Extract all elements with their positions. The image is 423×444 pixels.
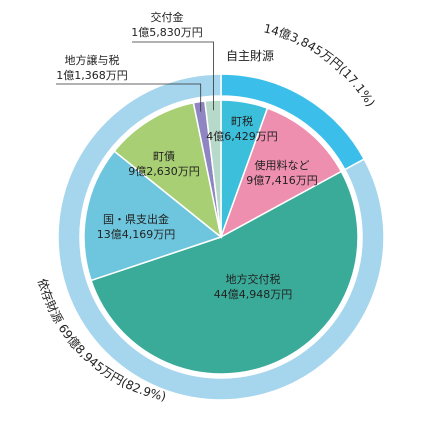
slice-name: 町債	[153, 149, 175, 163]
ring-dependent-revenue	[57, 73, 385, 401]
slice-value: 9億7,416万円	[246, 174, 318, 187]
slice-value: 1億1,368万円	[56, 69, 128, 82]
own-revenue-percent: (17.1%)	[336, 63, 377, 109]
leader-grants	[132, 41, 214, 111]
outer-ring	[57, 73, 385, 401]
slice-name: 町税	[231, 114, 253, 128]
slice-name: 地方交付税	[226, 272, 281, 286]
slice-value: 9億2,630万円	[128, 165, 200, 178]
slice-label-town-tax: 町税 4億6,429万円	[206, 114, 278, 143]
slice-usage-fees	[219, 107, 343, 239]
own-revenue-name: 自主財源	[226, 48, 274, 63]
slice-grants	[204, 99, 222, 238]
slice-label-usage-fees: 使用料など 9億7,416万円	[246, 158, 318, 187]
slice-value: 4億6,429万円	[206, 130, 278, 143]
slice-value: 44億4,948万円	[214, 288, 293, 301]
slice-value: 13億4,169万円	[97, 228, 176, 241]
own-revenue-value: 14億3,845万円	[262, 21, 345, 73]
slice-value: 1億5,830万円	[131, 26, 203, 39]
leader-local-transfer-tax	[56, 83, 202, 112]
slice-name: 使用料など	[255, 158, 310, 172]
slice-label-town-bonds: 町債 9億2,630万円	[128, 149, 200, 178]
slice-national-pref-disbursement	[83, 150, 223, 282]
pie-slices	[83, 99, 359, 375]
slice-label-local-allocation-tax: 地方交付税 44億4,948万円	[214, 272, 293, 301]
slice-label-national-pref-disbursement: 国・県支出金 13億4,169万円	[97, 212, 176, 241]
slice-local-allocation-tax	[90, 170, 359, 375]
dependent-revenue-name: 依存財源	[35, 277, 66, 326]
slice-name: 地方譲与税	[65, 53, 120, 67]
slice-name: 交付金	[151, 10, 184, 24]
slice-name: 国・県支出金	[103, 212, 169, 226]
slice-label-grants: 交付金 1億5,830万円	[131, 10, 203, 39]
leader-lines	[56, 41, 214, 112]
slice-town-bonds	[113, 101, 223, 239]
slice-label-local-transfer-tax: 地方譲与税 1億1,368万円	[56, 53, 128, 82]
